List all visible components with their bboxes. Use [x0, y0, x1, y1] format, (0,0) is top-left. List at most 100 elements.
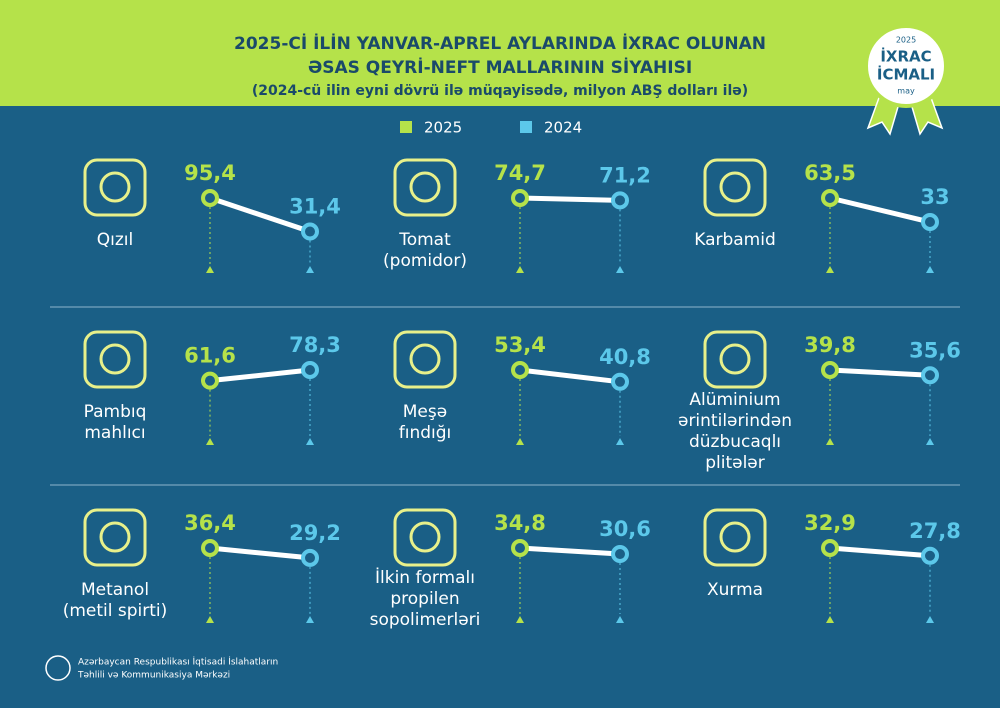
icon — [83, 508, 147, 567]
item-name: plitələr — [705, 453, 765, 473]
value-label: 40,8 — [599, 345, 651, 369]
value-label: 35,6 — [909, 338, 961, 362]
dot — [611, 372, 629, 391]
title-line: ƏSAS QEYRİ-NEFT MALLARININ SİYAHISI — [308, 56, 692, 78]
value-label: 30,6 — [599, 517, 651, 541]
slope-line — [829, 367, 931, 378]
triangle — [306, 438, 314, 445]
dot — [821, 539, 839, 557]
triangle — [516, 438, 524, 445]
icon — [99, 521, 131, 553]
dot — [511, 189, 529, 207]
icon — [719, 343, 751, 375]
triangle — [206, 616, 214, 623]
icon — [703, 158, 767, 217]
subtitle: (2024-cü ilin eyni dövrü ilə müqayisədə,… — [252, 83, 748, 99]
legend-swatch — [520, 121, 532, 133]
triangle — [516, 266, 524, 273]
value-label: 32,9 — [804, 511, 856, 535]
icon — [393, 508, 457, 567]
value-label: 74,7 — [494, 161, 546, 185]
title-line: 2025-Cİ İLİN YANVAR-APREL AYLARINDA İXRA… — [234, 32, 766, 54]
item-name: (metil spirti) — [63, 601, 168, 621]
dot — [611, 191, 629, 210]
slope-line — [519, 367, 621, 385]
icon — [703, 508, 767, 567]
dot — [201, 189, 219, 207]
header-band — [0, 0, 1000, 106]
icon — [409, 521, 441, 553]
legend-label: 2024 — [544, 119, 582, 137]
value-label: 31,4 — [289, 195, 341, 219]
icon — [719, 171, 751, 203]
value-label: 36,4 — [184, 511, 236, 535]
item-name: Tomat — [398, 230, 451, 250]
dot — [921, 546, 939, 565]
value-label: 71,2 — [599, 163, 651, 187]
badge-month: may — [897, 87, 915, 96]
triangle — [826, 438, 834, 445]
badge-year: 2025 — [896, 36, 916, 45]
dot — [821, 189, 839, 207]
slope-line — [209, 195, 311, 234]
value-label: 34,8 — [494, 511, 546, 535]
triangle — [926, 438, 934, 445]
triangle — [926, 266, 934, 273]
dot — [201, 371, 219, 390]
icon — [409, 343, 441, 375]
item-name: sopolimerləri — [370, 610, 481, 630]
slope-line — [829, 195, 931, 225]
dot — [511, 361, 529, 379]
icon — [99, 171, 131, 203]
item-name: ərintilərindən — [678, 411, 792, 431]
icon — [703, 330, 767, 389]
footer: Azərbaycan Respublikası İqtisadi İslahat… — [45, 655, 278, 681]
badge-text: İCMALI — [877, 65, 935, 84]
triangle — [516, 616, 524, 623]
item-name: Qızıl — [97, 230, 133, 250]
triangle — [826, 266, 834, 273]
item-name: Alüminium — [689, 390, 780, 410]
footer-text: Təhlili və Kommunikasiya Mərkəzi — [77, 671, 230, 681]
item-name: Karbamid — [694, 230, 776, 250]
value-label: 39,8 — [804, 333, 856, 357]
triangle — [306, 266, 314, 273]
badge: 2025 İXRAC İCMALI may — [864, 24, 948, 136]
dot — [611, 545, 629, 564]
triangle — [206, 266, 214, 273]
item-name: fındığı — [399, 423, 452, 443]
icon — [393, 158, 457, 217]
triangle — [206, 438, 214, 445]
value-label: 33 — [920, 185, 949, 209]
legend-swatch — [400, 121, 412, 133]
item-name: Xurma — [707, 580, 763, 600]
item-name: İlkin formalı — [375, 567, 475, 588]
item-name: Meşə — [403, 402, 447, 422]
triangle — [926, 616, 934, 623]
triangle — [616, 438, 624, 445]
slope-line — [829, 545, 931, 559]
dot — [511, 539, 529, 557]
badge-text: İXRAC — [880, 47, 931, 66]
footer-text: Azərbaycan Respublikası İqtisadi İslahat… — [78, 657, 278, 668]
icon — [99, 343, 131, 375]
value-label: 61,6 — [184, 344, 236, 368]
value-label: 29,2 — [289, 521, 341, 545]
item-name: mahlıcı — [84, 423, 145, 443]
value-label: 53,4 — [494, 333, 546, 357]
dot — [301, 222, 319, 241]
dot — [921, 366, 939, 385]
dot — [301, 548, 319, 567]
value-label: 78,3 — [289, 333, 341, 357]
value-label: 95,4 — [184, 161, 236, 185]
value-label: 63,5 — [804, 161, 856, 185]
icon — [83, 158, 147, 217]
slope-line — [519, 195, 621, 203]
dot — [821, 361, 839, 379]
dot — [301, 361, 319, 379]
triangle — [616, 616, 624, 623]
badge-circle — [864, 24, 948, 108]
footer-logo — [45, 655, 71, 681]
